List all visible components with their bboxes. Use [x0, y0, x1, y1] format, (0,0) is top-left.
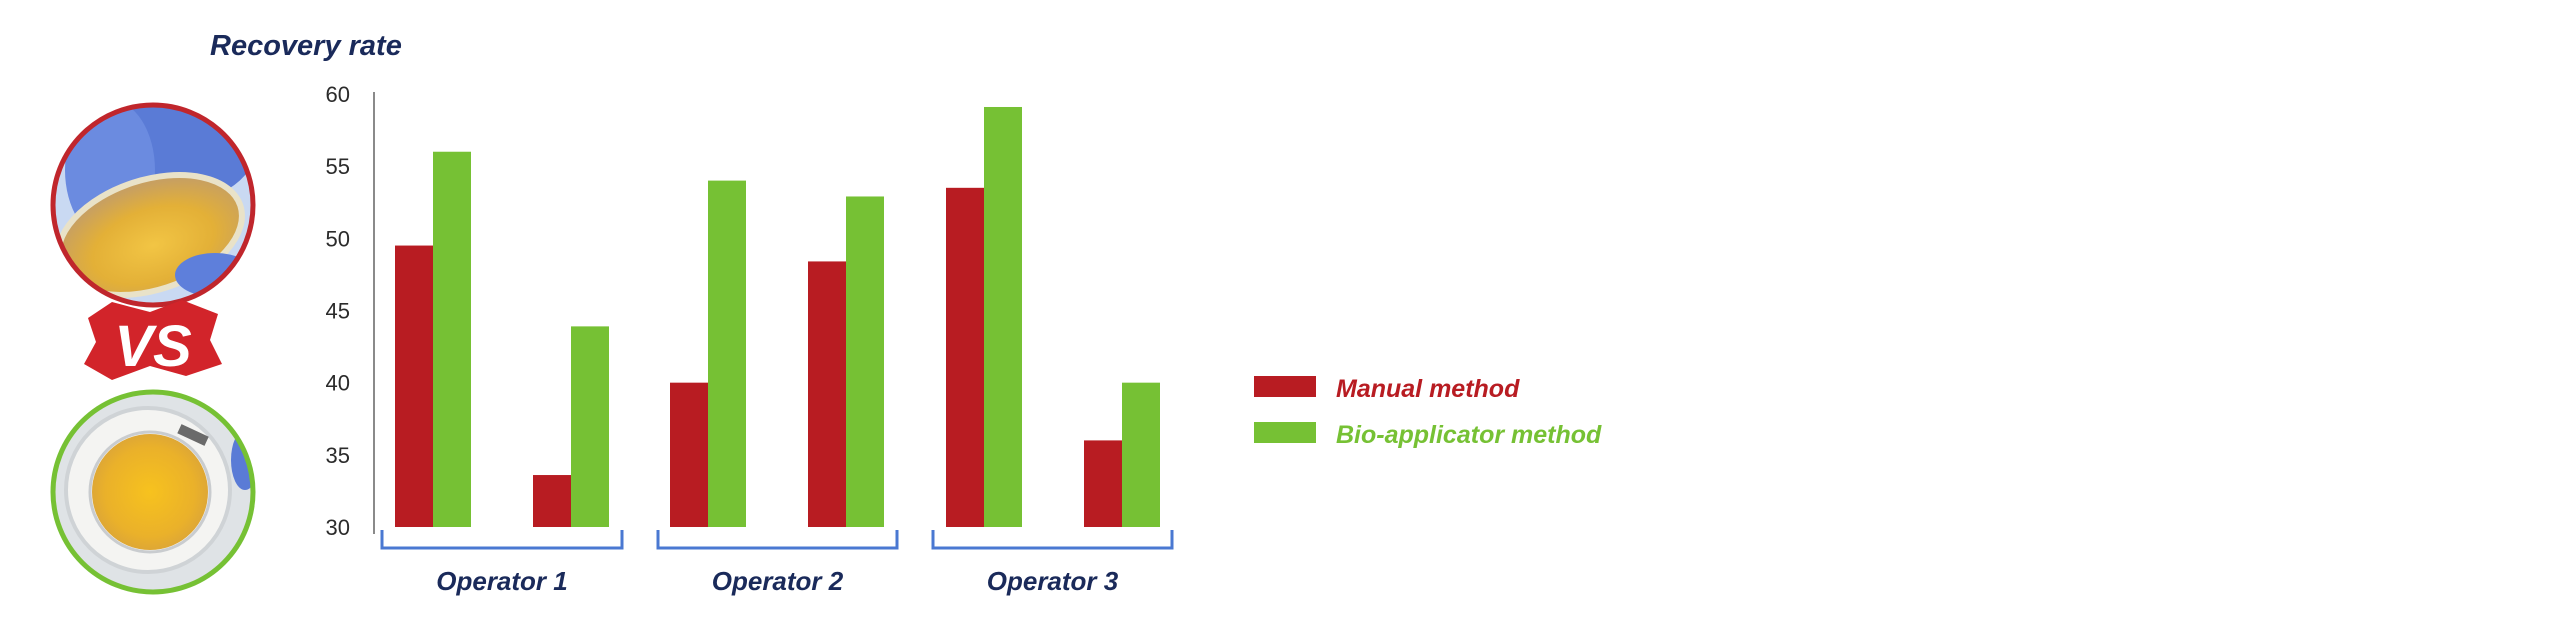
bar-manual	[808, 261, 846, 527]
bottom-photo-ring	[50, 389, 256, 595]
bar-manual	[670, 382, 708, 527]
y-tick-label: 50	[326, 226, 350, 251]
operator-label: Operator 1	[436, 566, 568, 596]
bar-bio-applicator	[1122, 382, 1160, 527]
y-tick-labels: 30 35 40 45 50 55 60	[326, 82, 350, 540]
y-tick-label: 30	[326, 515, 350, 540]
operator-groups: Operator 1 Operator 2 Operator 3	[380, 530, 1174, 596]
operator-bracket	[656, 530, 899, 550]
operator-label: Operator 3	[987, 566, 1119, 596]
top-photo-ring	[50, 102, 256, 308]
petri-dish-gloved-hand-photo	[50, 102, 256, 308]
operator-bracket	[380, 530, 624, 550]
operator-bracket	[931, 530, 1174, 550]
bio-applicator-photo	[50, 389, 256, 595]
legend-swatch-manual	[1254, 376, 1316, 397]
legend-label-bio: Bio-applicator method	[1336, 421, 1602, 449]
y-tick-label: 45	[326, 299, 350, 324]
y-tick-label: 55	[326, 154, 350, 179]
vs-badge: VS	[84, 300, 222, 380]
bar-bio-applicator	[433, 151, 471, 527]
bar-manual	[533, 475, 571, 527]
bar-manual	[395, 245, 433, 528]
bar-manual	[1084, 440, 1122, 527]
vs-badge-text: VS	[114, 314, 192, 379]
bar-bio-applicator	[984, 106, 1022, 528]
bar-bio-applicator	[846, 196, 884, 527]
legend: Manual method Bio-applicator method	[1254, 375, 1602, 449]
bars	[395, 106, 1160, 528]
bar-bio-applicator	[708, 180, 746, 527]
bar-bio-applicator	[571, 326, 609, 527]
chart-title: Recovery rate	[210, 30, 402, 62]
bar-manual	[946, 187, 984, 528]
y-tick-label: 60	[326, 82, 350, 107]
operator-label: Operator 2	[712, 566, 844, 596]
y-tick-label: 35	[326, 443, 350, 468]
legend-label-manual: Manual method	[1336, 375, 1520, 403]
y-tick-label: 40	[326, 371, 350, 396]
legend-swatch-bio	[1254, 422, 1316, 443]
